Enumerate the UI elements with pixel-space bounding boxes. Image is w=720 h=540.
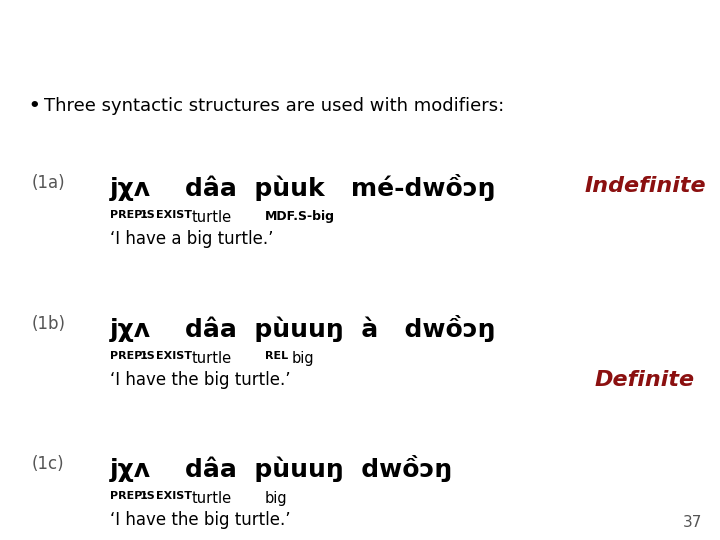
Text: EXIST: EXIST bbox=[156, 211, 192, 220]
Text: jχʌ    dâa  pùuuŋ  à   dwồɔŋ: jχʌ dâa pùuuŋ à dwồɔŋ bbox=[110, 315, 497, 342]
Text: big: big bbox=[265, 491, 287, 506]
Text: big: big bbox=[292, 350, 315, 366]
Text: (1a): (1a) bbox=[32, 174, 66, 192]
Text: 1S: 1S bbox=[140, 350, 156, 361]
Text: 1S: 1S bbox=[140, 491, 156, 501]
Text: 37: 37 bbox=[683, 515, 702, 530]
Text: (1b): (1b) bbox=[32, 315, 66, 333]
Text: EXIST: EXIST bbox=[156, 350, 192, 361]
Text: MDF.S-big: MDF.S-big bbox=[265, 211, 335, 224]
Text: ‘I have the big turtle.’: ‘I have the big turtle.’ bbox=[110, 511, 291, 529]
Text: turtle: turtle bbox=[192, 491, 232, 506]
Text: EXIST: EXIST bbox=[156, 491, 192, 501]
Text: The syntax of the noun phrase / modification: The syntax of the noun phrase / modifica… bbox=[16, 29, 546, 49]
Text: 1S: 1S bbox=[140, 211, 156, 220]
Text: PREP:: PREP: bbox=[110, 350, 147, 361]
Text: (1c): (1c) bbox=[32, 455, 65, 473]
Text: jχʌ    dâa  pùuk   mé-dwồɔŋ: jχʌ dâa pùuk mé-dwồɔŋ bbox=[110, 174, 497, 201]
Text: Three syntactic structures are used with modifiers:: Three syntactic structures are used with… bbox=[44, 97, 504, 115]
Text: Definite: Definite bbox=[595, 370, 695, 390]
Text: •: • bbox=[28, 97, 40, 115]
Text: PREP:: PREP: bbox=[110, 211, 147, 220]
Text: REL: REL bbox=[265, 350, 288, 361]
Text: turtle: turtle bbox=[192, 211, 232, 225]
Text: ‘I have the big turtle.’: ‘I have the big turtle.’ bbox=[110, 370, 291, 389]
Text: ‘I have a big turtle.’: ‘I have a big turtle.’ bbox=[110, 231, 274, 248]
Text: jχʌ    dâa  pùuuŋ  dwồɔŋ: jχʌ dâa pùuuŋ dwồɔŋ bbox=[110, 455, 454, 482]
Text: Indefinite: Indefinite bbox=[584, 177, 706, 197]
Text: PREP:: PREP: bbox=[110, 491, 147, 501]
Text: turtle: turtle bbox=[192, 350, 232, 366]
